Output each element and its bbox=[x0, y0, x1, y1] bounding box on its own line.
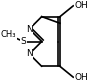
Text: OH: OH bbox=[74, 73, 88, 82]
Text: S: S bbox=[21, 37, 26, 46]
Text: OH: OH bbox=[74, 1, 88, 10]
Text: CH₃: CH₃ bbox=[1, 30, 16, 39]
Text: N: N bbox=[26, 49, 33, 58]
Text: N: N bbox=[26, 25, 33, 34]
